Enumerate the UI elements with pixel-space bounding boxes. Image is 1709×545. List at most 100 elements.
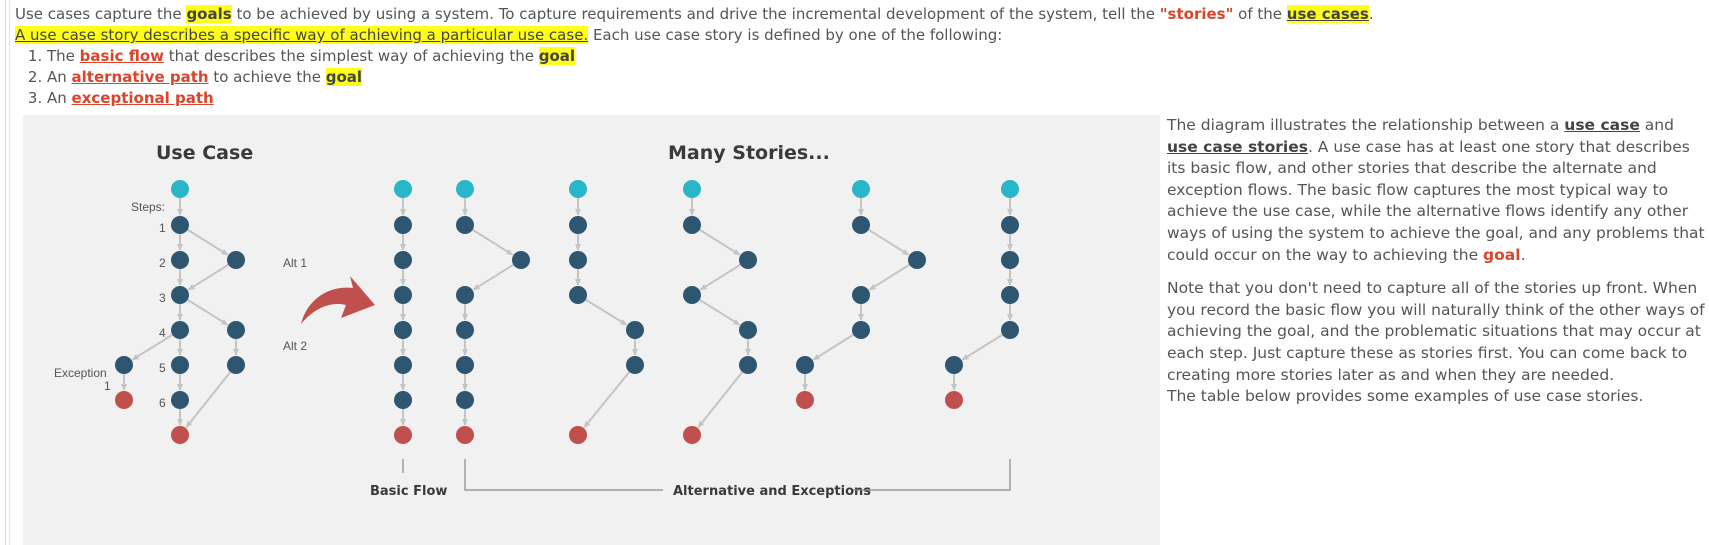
exceptional-path-link[interactable]: exceptional path: [71, 89, 214, 107]
step-node: [1001, 216, 1019, 234]
step-node: [852, 286, 870, 304]
frame-border-inner: [9, 0, 10, 545]
step-node: [1001, 286, 1019, 304]
alt-bracket-left: [464, 459, 663, 491]
start-node: [456, 180, 474, 198]
goals-keyword: goals: [186, 5, 232, 23]
flow-connector: [868, 263, 910, 291]
flow-connector: [699, 228, 741, 256]
flow-connector: [699, 298, 741, 326]
flow-connector: [187, 228, 229, 256]
end-node: [115, 391, 133, 409]
intro-line-1: Use cases capture the goals to be achiev…: [15, 5, 1374, 23]
frame-border: [5, 0, 6, 545]
flow-connector: [585, 298, 628, 326]
step-node: [394, 216, 412, 234]
step-node: [456, 286, 474, 304]
flow-connector: [697, 371, 744, 428]
description-paragraph-3: The table below provides some examples o…: [1167, 387, 1644, 406]
step-node: [227, 356, 245, 374]
flow-connector: [699, 263, 741, 291]
step-node: [683, 216, 701, 234]
step-node: [512, 251, 530, 269]
start-node: [394, 180, 412, 198]
step-node: [569, 286, 587, 304]
step-node: [394, 391, 412, 409]
use-case-title: Use Case: [156, 142, 253, 164]
intro-text: Use cases capture the goals to be achiev…: [15, 4, 1374, 109]
step-node: [683, 286, 701, 304]
steps-label: Steps:: [131, 200, 165, 214]
use-case-story-link[interactable]: A use case story describes a specific wa…: [15, 26, 589, 44]
flow-connector: [187, 263, 229, 291]
start-node: [171, 180, 189, 198]
flow-connector: [961, 333, 1003, 361]
step-node: [739, 321, 757, 339]
goal-keyword: goal: [538, 47, 576, 65]
exception-label: Exception: [54, 366, 107, 380]
description-paragraph-2: Note that you don't need to capture all …: [1167, 279, 1705, 384]
flow-connector: [131, 333, 173, 361]
step-node: [394, 321, 412, 339]
step-node: [569, 216, 587, 234]
story-types-list: The basic flow that describes the simple…: [15, 46, 1374, 109]
step-node: [626, 321, 644, 339]
step-node: [171, 251, 189, 269]
goal-keyword: goal: [1483, 245, 1521, 264]
step-node: [171, 216, 189, 234]
end-node: [171, 426, 189, 444]
end-node: [945, 391, 963, 409]
step-node: [227, 251, 245, 269]
step-node: [394, 286, 412, 304]
flow-connector: [187, 298, 229, 326]
diagram-canvas: Use Case Many Stories... Steps: 1 2 3 4 …: [54, 142, 1019, 499]
step-node: [908, 251, 926, 269]
start-node: [683, 180, 701, 198]
list-item: The basic flow that describes the simple…: [47, 46, 1374, 67]
step-number: 4: [159, 326, 166, 340]
end-node: [456, 426, 474, 444]
exception-number: 1: [104, 379, 111, 393]
end-node: [796, 391, 814, 409]
end-node: [394, 426, 412, 444]
alt-exceptions-label: Alternative and Exceptions: [673, 484, 871, 499]
basic-flow-label: Basic Flow: [370, 484, 447, 499]
flow-connector: [472, 228, 514, 256]
transform-arrow: [301, 276, 375, 324]
step-number: 3: [159, 291, 166, 305]
start-node: [1001, 180, 1019, 198]
list-item: An exceptional path: [47, 88, 1374, 109]
step-node: [456, 321, 474, 339]
step-node: [739, 251, 757, 269]
step-number: 6: [159, 396, 166, 410]
step-node: [569, 251, 587, 269]
step-node: [171, 321, 189, 339]
flow-connector: [868, 228, 910, 256]
diagram-description: The diagram illustrates the relationship…: [1167, 115, 1707, 420]
step-node: [456, 356, 474, 374]
many-stories-title: Many Stories...: [668, 142, 830, 164]
use-case-stories-link[interactable]: use case stories: [1167, 137, 1308, 156]
flow-connector: [185, 371, 232, 428]
end-node: [683, 426, 701, 444]
start-node: [569, 180, 587, 198]
step-number: 1: [159, 221, 166, 235]
step-node: [1001, 251, 1019, 269]
alternative-path-link[interactable]: alternative path: [71, 68, 209, 86]
list-item: An alternative path to achieve the goal: [47, 67, 1374, 88]
step-node: [115, 356, 133, 374]
step-node: [171, 356, 189, 374]
basic-flow-link[interactable]: basic flow: [79, 47, 164, 65]
step-number: 2: [159, 256, 166, 270]
alt-bracket-right: [853, 459, 1011, 491]
step-node: [171, 286, 189, 304]
step-node: [852, 216, 870, 234]
step-node: [394, 251, 412, 269]
step-node: [171, 391, 189, 409]
alt-1-label: Alt 1: [283, 256, 307, 270]
use-cases-link[interactable]: use cases: [1286, 5, 1369, 23]
description-paragraph-1: The diagram illustrates the relationship…: [1167, 116, 1705, 264]
use-case-link[interactable]: use case: [1564, 116, 1640, 134]
flow-connector: [472, 263, 514, 291]
flow-connector: [583, 371, 631, 429]
